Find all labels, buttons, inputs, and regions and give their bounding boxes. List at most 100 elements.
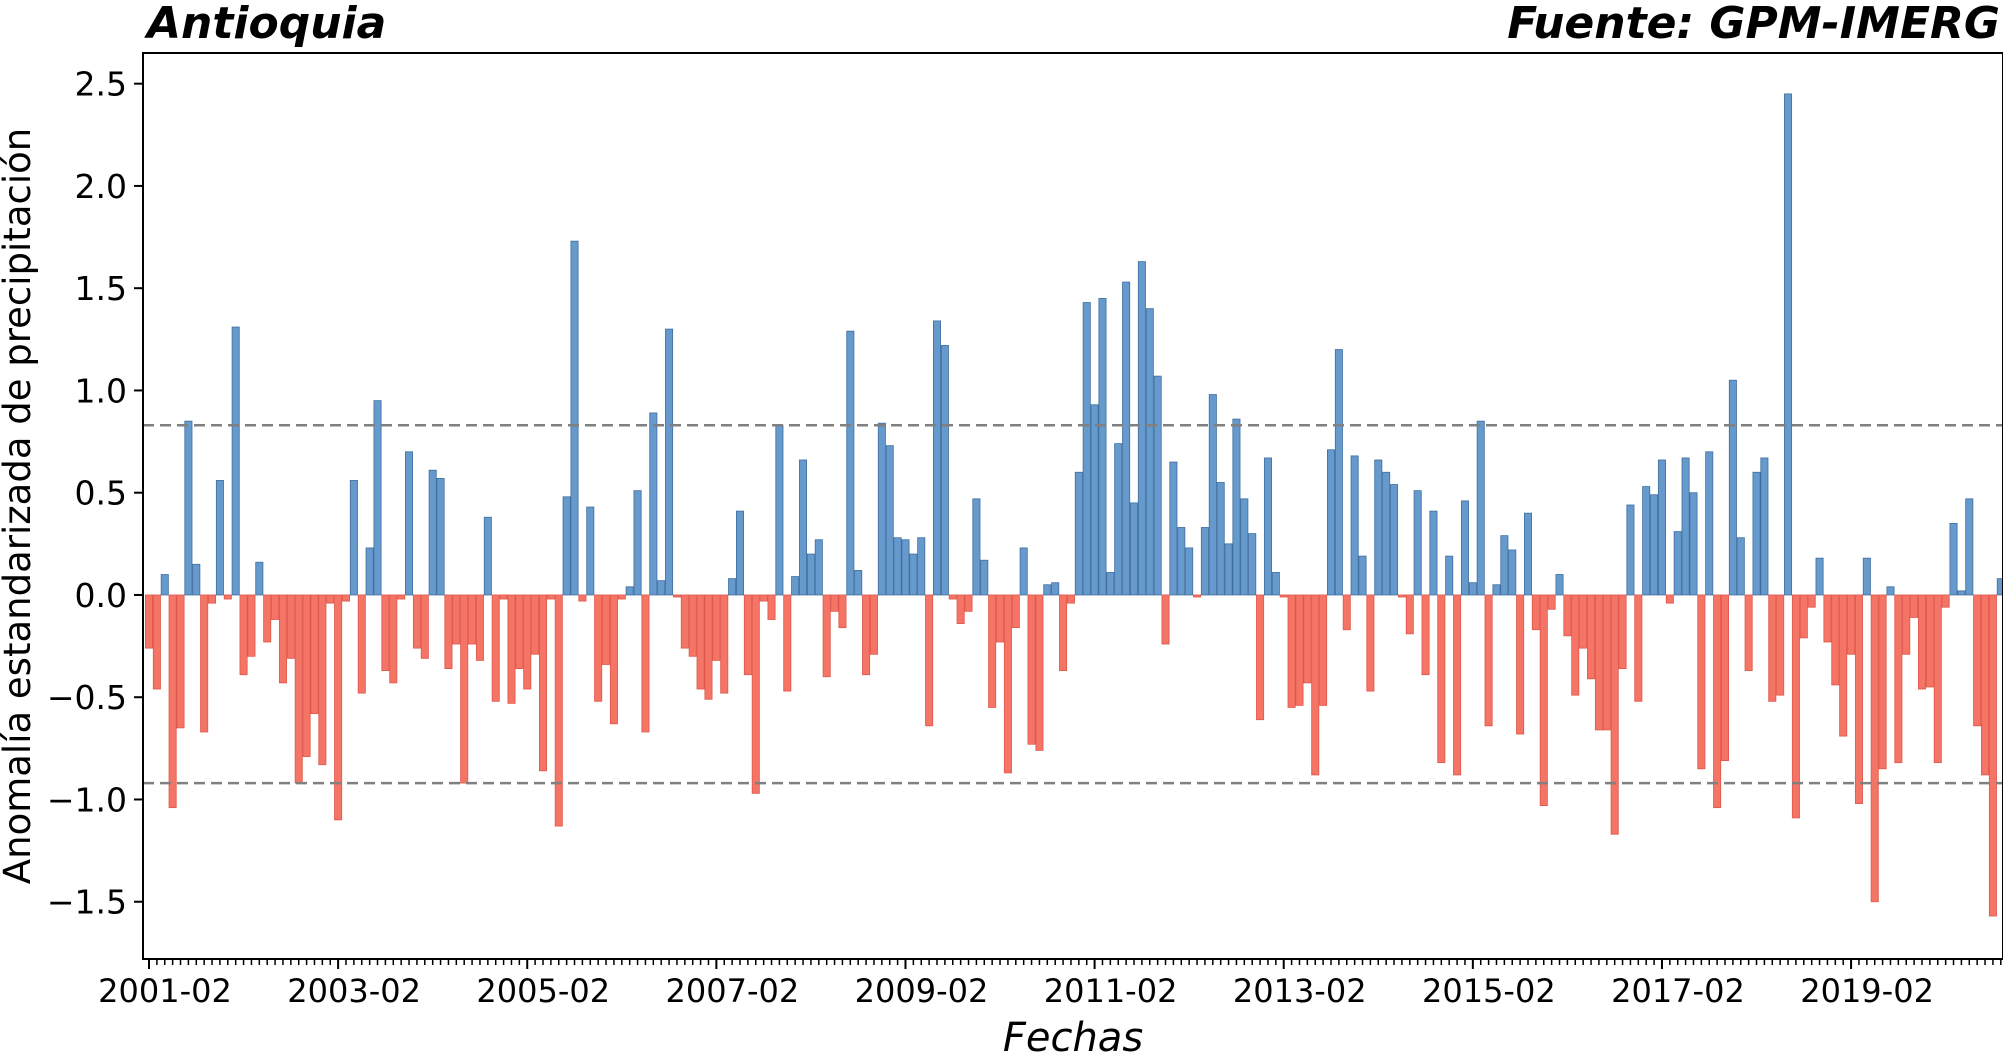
anomaly-bar <box>862 594 871 676</box>
anomaly-bar <box>247 594 256 657</box>
anomaly-bar <box>1043 584 1052 596</box>
anomaly-bar <box>1342 594 1351 631</box>
anomaly-bar <box>1114 443 1123 596</box>
anomaly-bar <box>1697 594 1706 770</box>
anomaly-bar <box>680 594 689 649</box>
anomaly-bar <box>1839 594 1848 737</box>
anomaly-bar <box>1468 582 1477 596</box>
anomaly-bar <box>649 412 658 596</box>
anomaly-bar <box>704 594 713 700</box>
anomaly-bar <box>1878 594 1887 770</box>
anomaly-bar <box>1437 594 1446 764</box>
anomaly-bar <box>554 594 563 827</box>
anomaly-bar <box>972 498 981 596</box>
anomaly-bar <box>964 594 973 612</box>
anomaly-bar <box>1807 594 1816 608</box>
anomaly-bar <box>633 490 642 596</box>
x-axis-label: Fechas <box>1003 1015 1143 1061</box>
anomaly-bar <box>783 594 792 692</box>
y-tick-label: −1.5 <box>47 883 127 922</box>
anomaly-bar <box>1319 594 1328 706</box>
y-tick-label: 0.5 <box>75 474 127 513</box>
y-tick-label: 2.0 <box>75 167 127 206</box>
anomaly-bar <box>996 594 1005 643</box>
anomaly-bar <box>846 330 855 596</box>
anomaly-bar <box>1524 512 1533 596</box>
y-axis-label: Anomalía estandarizada de precipitación <box>0 128 39 884</box>
anomaly-bar <box>925 594 934 727</box>
anomaly-bar <box>1382 471 1391 596</box>
anomaly-bar <box>1642 486 1651 596</box>
anomaly-bar <box>1941 594 1950 608</box>
anomaly-bar <box>1208 394 1217 596</box>
anomaly-bar <box>318 594 327 766</box>
anomaly-bar <box>933 320 942 596</box>
anomaly-bar <box>200 594 209 733</box>
plot-area <box>143 93 2003 917</box>
anomaly-bar <box>373 400 382 596</box>
anomaly-bar <box>1902 594 1911 655</box>
anomaly-bar <box>1925 594 1934 688</box>
anomaly-bar <box>1153 375 1162 596</box>
y-tick-label: 1.0 <box>75 371 127 410</box>
anomaly-bar <box>1279 594 1288 598</box>
anomaly-bar <box>1894 594 1903 764</box>
anomaly-bar <box>491 594 500 702</box>
anomaly-bar <box>822 594 831 678</box>
anomaly-bar <box>1791 594 1800 819</box>
anomaly-bar <box>483 516 492 596</box>
anomaly-bar <box>1776 594 1785 696</box>
anomaly-bar <box>365 547 374 596</box>
anomaly-bar <box>515 594 524 669</box>
anomaly-bar <box>917 537 926 596</box>
anomaly-bar <box>1602 594 1611 731</box>
anomaly-bar <box>1784 93 1793 596</box>
anomaly-bar <box>578 594 587 602</box>
anomaly-bar <box>869 594 878 655</box>
anomaly-bar <box>144 594 153 649</box>
anomaly-bar <box>1799 594 1808 639</box>
anomaly-bar <box>1405 594 1414 635</box>
anomaly-bar <box>1831 594 1840 686</box>
anomaly-bar <box>956 594 965 624</box>
anomaly-bar <box>184 420 193 596</box>
anomaly-bar <box>672 594 681 598</box>
anomaly-bar <box>1003 594 1012 774</box>
anomaly-bar <box>980 559 989 596</box>
anomaly-bar <box>562 496 571 596</box>
anomaly-bar <box>799 459 808 596</box>
anomaly-bar <box>1460 500 1469 596</box>
anomaly-bar <box>1531 594 1540 631</box>
x-tick-label: 2001-02 <box>98 972 232 1010</box>
anomaly-bar <box>1429 510 1438 596</box>
anomaly-bar <box>1492 584 1501 596</box>
anomaly-bar <box>475 594 484 661</box>
anomaly-bar <box>1224 543 1233 596</box>
x-tick-label: 2015-02 <box>1422 972 1556 1010</box>
anomaly-bar <box>854 570 863 596</box>
anomaly-bar <box>152 594 161 690</box>
anomaly-bar <box>1516 594 1525 735</box>
anomaly-bar <box>160 574 169 596</box>
anomaly-bar <box>940 345 949 596</box>
anomaly-bar <box>885 445 894 596</box>
anomaly-bar <box>1721 594 1730 762</box>
anomaly-bar <box>594 594 603 702</box>
anomaly-bar <box>460 594 469 784</box>
anomaly-bar <box>1374 459 1383 596</box>
anomaly-bar <box>1862 557 1871 596</box>
anomaly-bar <box>1886 586 1895 596</box>
anomaly-bar <box>586 506 595 596</box>
anomaly-bar <box>1193 594 1202 598</box>
anomaly-bar <box>1736 537 1745 596</box>
anomaly-bar <box>1854 594 1863 804</box>
anomaly-bar <box>1555 574 1564 596</box>
anomaly-bar <box>759 594 768 602</box>
anomaly-bar <box>688 594 697 657</box>
y-tick-label: −1.0 <box>47 780 127 819</box>
anomaly-bar <box>712 594 721 661</box>
anomaly-bar <box>570 240 579 596</box>
x-tick-label: 2013-02 <box>1233 972 1367 1010</box>
anomaly-bar <box>1334 349 1343 596</box>
anomaly-bar <box>909 553 918 596</box>
